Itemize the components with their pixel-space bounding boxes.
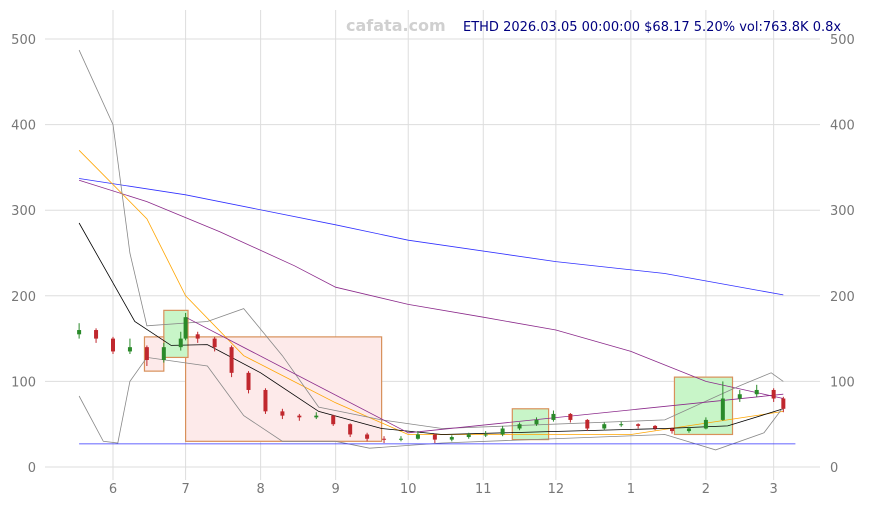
x-tick-label: 1	[627, 482, 635, 497]
candle-body	[229, 347, 234, 373]
candle-body	[466, 434, 471, 438]
indicator-line-ma_mid	[78, 179, 784, 399]
grid	[45, 10, 820, 480]
x-tick-label: 10	[400, 482, 417, 497]
y-tick-label-left: 100	[11, 375, 36, 390]
y-tick-label-left: 300	[11, 204, 36, 219]
candle-body	[331, 415, 336, 425]
candle-body	[720, 398, 725, 420]
candle-body	[111, 338, 115, 352]
candle-body	[348, 424, 353, 435]
indicator-line-band	[78, 356, 784, 451]
x-tick-label: 8	[256, 482, 264, 497]
candle-body	[653, 425, 658, 429]
candle-body	[415, 434, 420, 439]
y-tick-label-right: 300	[830, 204, 855, 219]
candle-body	[551, 413, 556, 420]
y-tick-label-right: 400	[830, 119, 855, 134]
candle-body	[754, 389, 759, 395]
x-tick-label: 7	[181, 482, 189, 497]
candle-body	[483, 434, 488, 436]
candle-body	[602, 424, 607, 429]
y-tick-label-right: 200	[830, 290, 855, 305]
y-tick-label-left: 0	[28, 461, 36, 476]
y-tick-label-left: 400	[11, 119, 36, 134]
candle-body	[365, 434, 370, 439]
candle-body	[534, 419, 539, 425]
candle-body	[127, 347, 132, 352]
candle-body	[178, 338, 183, 348]
candle-body	[781, 398, 786, 409]
candle-body	[449, 437, 454, 440]
x-tick-label: 11	[475, 482, 492, 497]
candle-body	[212, 338, 217, 348]
candle-body	[183, 317, 188, 339]
candle-body	[246, 372, 251, 390]
candle-body	[144, 347, 149, 360]
candle-body	[398, 438, 403, 440]
candle-body	[703, 419, 708, 429]
candle-body	[500, 428, 505, 435]
candle-body	[670, 428, 675, 432]
candle-body	[619, 424, 624, 426]
indicator-line-ma_orange	[78, 150, 784, 435]
zones	[143, 309, 734, 442]
candle-body	[195, 334, 200, 339]
candle-body	[737, 394, 742, 399]
candle-body	[280, 411, 285, 416]
candle-body	[382, 438, 387, 440]
indicator-line-ma_mid	[185, 316, 409, 434]
candle-body	[771, 389, 776, 399]
x-tick-label: 9	[331, 482, 339, 497]
candle-body	[585, 419, 590, 429]
x-tick-label: 6	[109, 482, 117, 497]
price-zone	[185, 336, 383, 442]
y-tick-label-right: 500	[830, 33, 855, 48]
watermark: cafata.com	[346, 16, 446, 35]
indicator-line-band	[78, 49, 784, 429]
y-tick-label-left: 500	[11, 33, 36, 48]
candle-body	[686, 428, 691, 432]
candle-body	[636, 424, 641, 426]
x-tick-label: 2	[702, 482, 710, 497]
candles	[77, 312, 786, 444]
chart-title: ETHD 2026.03.05 00:00:00 $68.17 5.20% vo…	[463, 20, 841, 35]
candle-body	[94, 330, 99, 339]
candle-body	[517, 424, 522, 429]
indicator-lines	[78, 49, 796, 451]
candle-body	[263, 389, 268, 412]
indicator-line-ma_mid	[408, 393, 784, 434]
y-tick-label-right: 100	[830, 375, 855, 390]
y-tick-label-right: 0	[830, 461, 838, 476]
candle-body	[77, 330, 82, 335]
y-tick-label-left: 200	[11, 290, 36, 305]
x-tick-label: 3	[770, 482, 778, 497]
candle-body	[297, 415, 302, 418]
candle-body	[161, 347, 166, 360]
indicator-line-ma_long	[79, 178, 784, 296]
indicator-line-ma_black	[78, 222, 784, 435]
candle-body	[432, 434, 437, 440]
x-tick-label: 12	[548, 482, 565, 497]
candle-body	[314, 415, 319, 418]
candle-body	[568, 413, 573, 420]
